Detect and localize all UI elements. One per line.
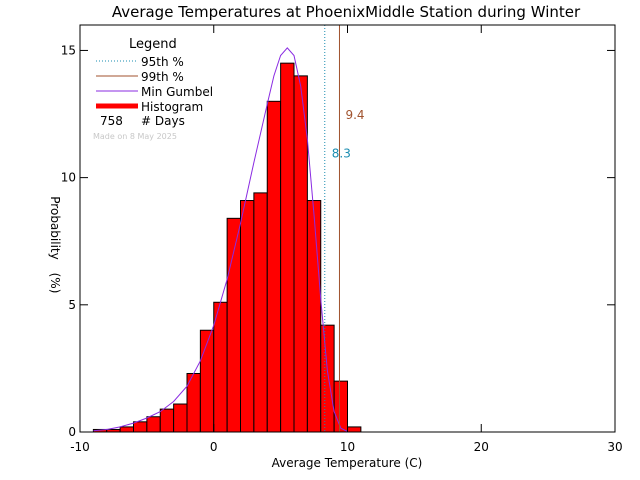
histogram-bars (92, 62, 362, 433)
histogram-bar-19 (347, 426, 362, 433)
legend-label-95: 95th % (141, 55, 184, 69)
percentile-95-label: 8.3 (332, 146, 351, 160)
y-tick-label-1: 5 (68, 298, 76, 312)
histogram-bar-2 (119, 426, 134, 433)
legend-days-label: # Days (141, 114, 185, 128)
histogram-bar-5 (159, 408, 175, 433)
chart-title: Average Temperatures at PhoenixMiddle St… (112, 3, 581, 21)
y-axis-ticks: 0 5 10 15 (61, 43, 615, 439)
y-axis-label-line2: (%) (48, 273, 62, 294)
x-axis-ticks: -10 0 10 20 30 (70, 25, 623, 454)
legend: Legend 95th % 99th % Min Gumbel Histogra… (93, 37, 213, 141)
y-tick-label-0: 0 (68, 425, 76, 439)
made-on-note: Made on 8 May 2025 (93, 132, 177, 141)
histogram-bar-12 (253, 192, 268, 433)
x-tick-label-2: 10 (340, 440, 355, 454)
histogram-bar-16 (306, 200, 322, 433)
x-tick-label-0: -10 (70, 440, 90, 454)
histogram-bar-17 (320, 324, 335, 433)
y-tick-label-3: 15 (61, 43, 76, 57)
histogram-bar-15 (293, 75, 308, 433)
histogram-bar-8 (199, 329, 215, 433)
x-tick-label-3: 20 (474, 440, 489, 454)
legend-label-99: 99th % (141, 70, 184, 84)
x-axis-label: Average Temperature (C) (272, 456, 423, 470)
x-tick-label-4: 30 (607, 440, 622, 454)
legend-label-gumbel: Min Gumbel (141, 85, 213, 99)
histogram-bar-4 (146, 416, 161, 433)
x-tick-label-1: 0 (210, 440, 218, 454)
histogram-bar-3 (133, 421, 148, 433)
histogram-bar-14 (280, 62, 295, 433)
percentile-99-label: 9.4 (345, 108, 364, 122)
legend-label-histogram: Histogram (141, 100, 203, 114)
gumbel-curve (93, 47, 348, 432)
histogram-bar-6 (173, 403, 188, 433)
legend-days-count: 758 (100, 114, 123, 128)
y-tick-label-2: 10 (61, 171, 76, 185)
y-axis-label-line1: Probability (48, 196, 62, 259)
histogram-bar-18 (333, 380, 348, 433)
histogram-bar-13 (266, 100, 282, 433)
histogram-bar-11 (240, 200, 255, 433)
legend-title: Legend (129, 37, 177, 52)
histogram-bar-9 (213, 301, 228, 433)
